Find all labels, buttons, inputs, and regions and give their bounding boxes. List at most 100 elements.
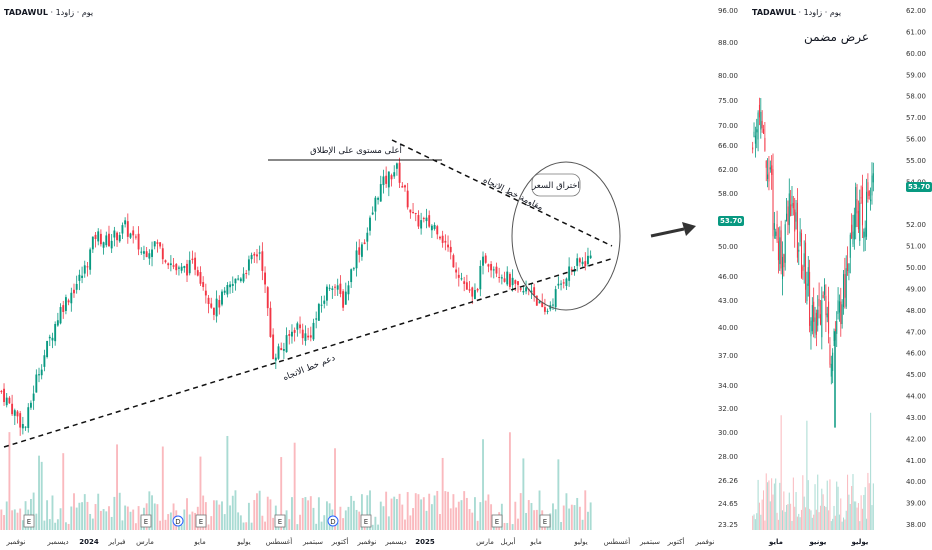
y-tick-linear: 38.00 [906,521,926,529]
x-tick-label: نوفمبر [695,538,715,546]
volume-bar [161,446,164,530]
candle-body [27,407,30,428]
candle-body [406,190,409,208]
volume-bar [124,505,127,530]
candle-body [560,283,562,285]
zoom-volume-bar [856,507,858,530]
zoom-candle-body [845,268,847,307]
candle-body [161,248,164,260]
zoom-candle-body [764,137,766,151]
resistance-trendline [391,139,613,247]
volume-bar [59,508,62,530]
candle-body [256,254,258,257]
candle-body [140,251,143,253]
volume-bar [398,493,401,530]
candle-body [433,224,436,229]
zoom-volume-bar [826,480,828,530]
volume-bar [307,500,310,530]
volume-bar [323,515,326,530]
zoom-candle-body [872,173,874,183]
volume-bar [108,506,110,530]
candle-body [552,304,554,306]
y-tick-log: 34.00 [718,382,738,390]
volume-bar [215,500,218,530]
candle-body [118,235,121,242]
candle-body [24,426,27,428]
candle-body [212,307,215,315]
zoom-candle-body [821,300,823,338]
zoom-volume-bar [767,482,769,530]
volume-bar [159,520,162,530]
candle-body [471,287,474,297]
y-tick-linear: 59.00 [906,71,926,79]
volume-bar [439,514,441,530]
volume-bar [293,442,296,530]
y-tick-log: 96.00 [718,7,738,15]
y-tick-linear: 47.00 [906,328,926,336]
volume-bar [447,491,449,530]
volume-bar [525,512,528,530]
volume-bar [285,510,288,530]
volume-bar [156,504,159,530]
zoom-candle-body [817,309,819,326]
y-tick-linear: 42.00 [906,435,926,443]
volume-bar [304,497,307,530]
earnings-marker [140,514,152,528]
zoom-volume-bar [795,492,797,530]
x-tick-label: أبريل [500,537,515,546]
volume-bar [371,524,374,530]
candle-body [393,172,396,177]
y-tick-linear: 56.00 [906,136,926,144]
candle-body [291,331,293,337]
header-sep-right2: · [822,8,830,17]
y-tick-linear: 60.00 [906,50,926,58]
candle-body [210,303,213,308]
y-tick-log: 62.00 [718,166,738,174]
zoom-volume-bar [828,510,830,530]
candle-body [21,424,24,429]
candle-body [355,250,358,269]
volume-bar [476,520,479,530]
volume-bar [242,522,245,530]
volume-bar [474,497,476,530]
volume-bar [517,518,519,530]
header-sep: · [47,8,56,17]
volume-bar [32,492,35,530]
zoom-candle-body [838,301,840,313]
earnings-marker [491,514,503,528]
zoom-volume-bar [829,479,831,530]
candle-body [64,297,67,311]
candle-body [207,297,210,304]
zoom-candle-body [844,274,846,298]
zoom-candle-body [761,121,763,129]
breakout-label: اختراق السعر [531,181,580,191]
earnings-letter: E [278,518,282,526]
candle-body [538,301,541,304]
volume-bar [3,515,5,530]
header-sep2: · [74,8,82,17]
zoom-volume-bar [788,492,790,530]
candle-body [285,335,288,353]
left-chart-header: TADAWUL · 1يوم · زاود [4,8,93,17]
candle-body [430,225,433,231]
y-tick-log: 40.00 [718,324,738,332]
candle-body [258,252,261,254]
candle-body [137,233,140,250]
volume-bar [167,514,170,530]
zoom-volume-bar [794,506,796,530]
dividend-letter: D [175,518,180,526]
volume-bar [309,496,312,530]
volume-bar [508,432,511,530]
zoom-volume-bar [786,504,788,530]
zoom-volume-bar [779,482,781,530]
candle-body [387,171,390,188]
volume-bar [70,506,73,530]
volume-bar [186,498,188,530]
volume-bar [568,508,571,530]
candle-body [546,310,549,312]
candle-body [274,357,277,361]
volume-bar [148,491,151,530]
volume-bar [223,514,226,530]
candle-body [436,226,439,235]
x-tick-label: مارس [476,538,494,546]
